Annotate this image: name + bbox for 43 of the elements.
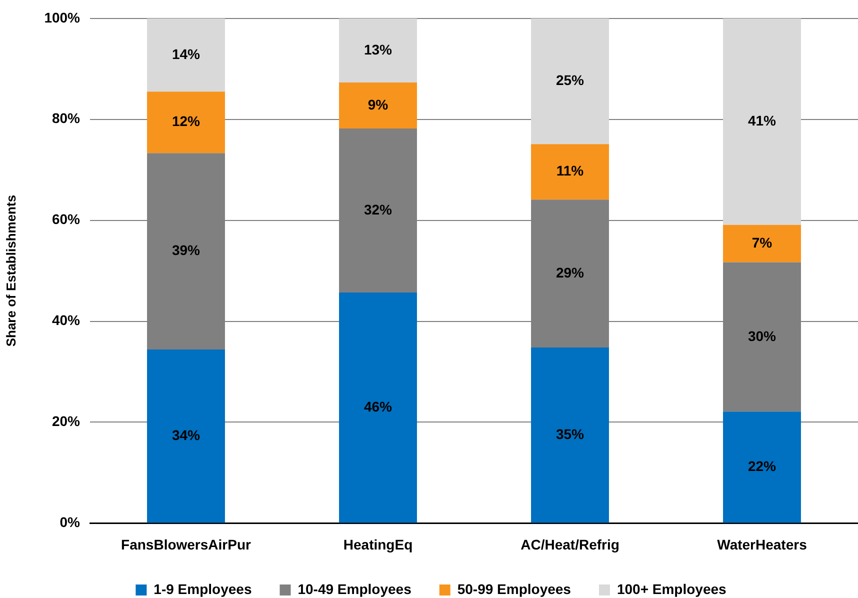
data-label: 30% bbox=[748, 328, 777, 344]
data-label: 7% bbox=[752, 234, 773, 250]
bar bbox=[147, 350, 225, 523]
bar bbox=[339, 292, 417, 523]
x-tick-label: AC/Heat/Refrig bbox=[520, 536, 620, 552]
data-label: 22% bbox=[748, 458, 777, 474]
y-axis-title: Share of Establishments bbox=[3, 194, 18, 347]
bar bbox=[147, 92, 225, 154]
bar bbox=[531, 348, 609, 523]
y-tick-label: 60% bbox=[52, 211, 81, 228]
legend-label: 100+ Employees bbox=[616, 580, 727, 597]
data-label: 13% bbox=[364, 41, 393, 58]
data-label: 12% bbox=[172, 113, 201, 130]
data-label: 9% bbox=[368, 96, 389, 112]
y-tick-label: 0% bbox=[60, 514, 81, 530]
data-label: 25% bbox=[556, 72, 585, 88]
y-tick-label: 20% bbox=[52, 413, 81, 430]
y-tick-label: 80% bbox=[52, 110, 81, 126]
data-label: 29% bbox=[556, 264, 585, 280]
y-tick-label: 40% bbox=[52, 312, 81, 328]
bar bbox=[531, 144, 609, 200]
data-label: 11% bbox=[556, 162, 584, 179]
bar bbox=[723, 18, 801, 225]
bar bbox=[147, 18, 225, 92]
legend-label: 10-49 Employees bbox=[298, 580, 412, 597]
legend-label: 50-99 Employees bbox=[457, 580, 572, 597]
data-label: 39% bbox=[172, 242, 201, 258]
legend-label: 1-9 Employees bbox=[154, 580, 252, 597]
data-label: 41% bbox=[748, 112, 777, 128]
data-label: 14% bbox=[172, 46, 201, 62]
data-label: 34% bbox=[172, 426, 201, 443]
bar bbox=[531, 18, 609, 144]
bar bbox=[339, 18, 417, 83]
data-label: 32% bbox=[364, 201, 393, 218]
bar bbox=[723, 224, 801, 262]
bar bbox=[723, 412, 801, 523]
x-tick-label: WaterHeaters bbox=[717, 536, 808, 552]
data-label: 35% bbox=[556, 426, 585, 442]
y-tick-label: 100% bbox=[44, 9, 81, 26]
data-label: 46% bbox=[364, 398, 393, 414]
bar bbox=[339, 82, 417, 128]
x-tick-label: FansBlowersAirPur bbox=[121, 536, 252, 552]
x-tick-label: HeatingEq bbox=[343, 536, 413, 552]
